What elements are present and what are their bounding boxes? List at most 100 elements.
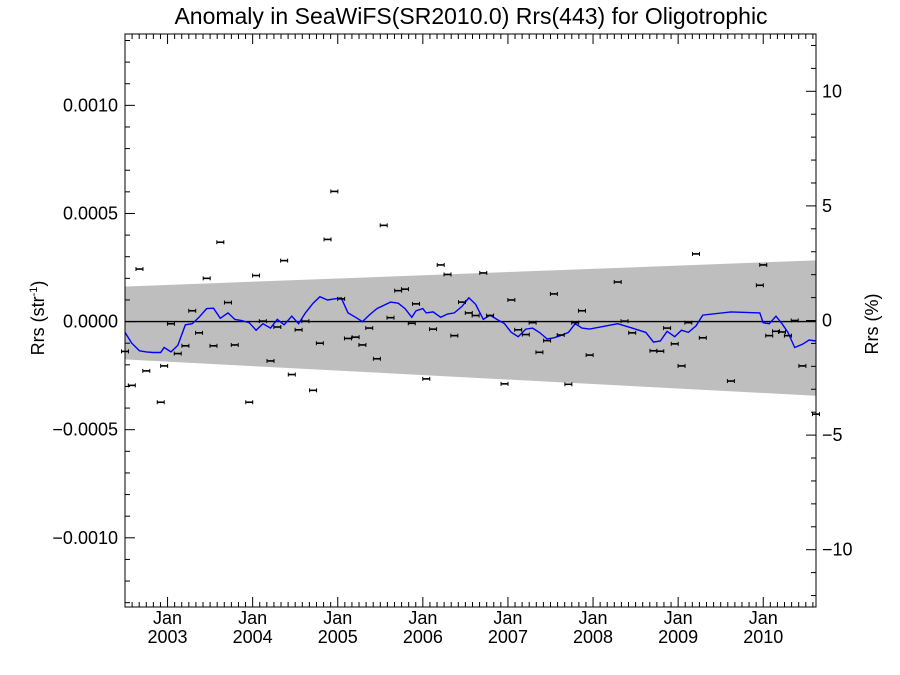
- data-point: [173, 351, 182, 356]
- data-point: [798, 363, 807, 368]
- data-point: [486, 313, 495, 318]
- data-point: [386, 315, 395, 320]
- data-point: [577, 308, 586, 313]
- data-point: [188, 308, 197, 313]
- data-point: [471, 313, 480, 318]
- data-point: [543, 338, 552, 343]
- data-point: [429, 327, 438, 332]
- data-point: [479, 270, 488, 275]
- data-point: [400, 287, 409, 292]
- data-point: [457, 300, 466, 305]
- x-tick-label-month: Jan: [749, 608, 778, 628]
- data-point: [628, 330, 637, 335]
- smoothed-anomaly-line: [124, 295, 817, 354]
- data-point: [412, 301, 421, 306]
- x-tick-label-year: 2010: [743, 627, 783, 647]
- data-point: [613, 280, 622, 285]
- data-point: [684, 320, 693, 325]
- data-point: [252, 273, 261, 278]
- data-point: [535, 350, 544, 355]
- data-point: [663, 326, 672, 331]
- data-point: [315, 341, 324, 346]
- data-point: [309, 388, 318, 393]
- data-point: [783, 333, 792, 338]
- y-axis-left-title-text: Rrs (str: [28, 296, 48, 355]
- data-point: [549, 291, 558, 296]
- data-point: [777, 329, 786, 334]
- y-axis-left-title: Rrs (str-1): [28, 281, 48, 356]
- y-axis-left-title-close: ): [28, 281, 48, 287]
- data-point: [258, 319, 267, 324]
- data-point: [765, 333, 774, 338]
- x-tick-label-year: 2009: [658, 627, 698, 647]
- data-point: [223, 300, 232, 305]
- data-point: [571, 320, 580, 325]
- data-point: [287, 372, 296, 377]
- data-point: [620, 319, 629, 324]
- data-point: [521, 332, 530, 337]
- data-point: [564, 382, 573, 387]
- x-tick-label-year: 2004: [233, 627, 273, 647]
- data-point: [209, 343, 218, 348]
- data-point: [330, 189, 339, 194]
- y-left-tick-label: 0.0000: [63, 312, 118, 332]
- data-point: [181, 343, 190, 348]
- axes: Jan2003Jan2004Jan2005Jan2006Jan2007Jan20…: [52, 33, 853, 647]
- y-left-tick-label: 0.0010: [63, 95, 118, 115]
- data-point: [202, 276, 211, 281]
- data-point: [656, 349, 665, 354]
- data-point: [372, 356, 381, 361]
- y-right-tick-label: 10: [822, 81, 842, 101]
- x-tick-label-year: 2005: [318, 627, 358, 647]
- data-point: [343, 336, 352, 341]
- data-point: [216, 240, 225, 245]
- data-point: [379, 223, 388, 228]
- data-point: [358, 342, 367, 347]
- y-right-tick-label: 0: [822, 311, 832, 331]
- x-tick-label-year: 2008: [573, 627, 613, 647]
- data-point: [351, 335, 360, 340]
- data-point: [726, 379, 735, 384]
- data-point: [514, 327, 523, 332]
- data-point: [156, 400, 165, 405]
- x-tick-label-month: Jan: [153, 608, 182, 628]
- data-point: [135, 267, 144, 272]
- x-tick-label-month: Jan: [493, 608, 522, 628]
- data-point: [407, 321, 416, 326]
- y-axis-left-title-superscript: -1: [28, 287, 40, 297]
- y-left-tick-label: −0.0010: [52, 528, 118, 548]
- data-point: [160, 363, 169, 368]
- data-point: [507, 297, 516, 302]
- x-tick-label-month: Jan: [238, 608, 267, 628]
- data-point: [166, 321, 175, 326]
- data-point: [443, 272, 452, 277]
- data-point: [500, 381, 509, 386]
- y-left-tick-label: 0.0005: [63, 203, 118, 223]
- y-axis-right-title: Rrs (%): [862, 294, 882, 355]
- data-point: [266, 358, 275, 363]
- y-right-tick-label: −5: [822, 425, 843, 445]
- data-point: [323, 237, 332, 242]
- data-point: [195, 330, 204, 335]
- data-point: [301, 319, 310, 324]
- data-point: [273, 324, 282, 329]
- y-right-tick-label: −10: [822, 540, 853, 560]
- data-point: [759, 262, 768, 267]
- chart-title: Anomaly in SeaWiFS(SR2010.0) Rrs(443) fo…: [174, 3, 767, 29]
- data-point: [365, 326, 374, 331]
- x-tick-label-month: Jan: [323, 608, 352, 628]
- data-point: [230, 342, 239, 347]
- x-tick-label-year: 2006: [403, 627, 443, 647]
- uncertainty-envelope: [125, 260, 816, 396]
- data-point: [142, 368, 151, 373]
- plot-area: [121, 189, 820, 417]
- data-point: [422, 376, 431, 381]
- y-left-tick-label: −0.0005: [52, 420, 118, 440]
- y-right-tick-label: 5: [822, 196, 832, 216]
- data-point: [450, 333, 459, 338]
- data-point: [677, 363, 686, 368]
- x-tick-label-month: Jan: [408, 608, 437, 628]
- x-tick-label-month: Jan: [579, 608, 608, 628]
- data-point: [245, 400, 254, 405]
